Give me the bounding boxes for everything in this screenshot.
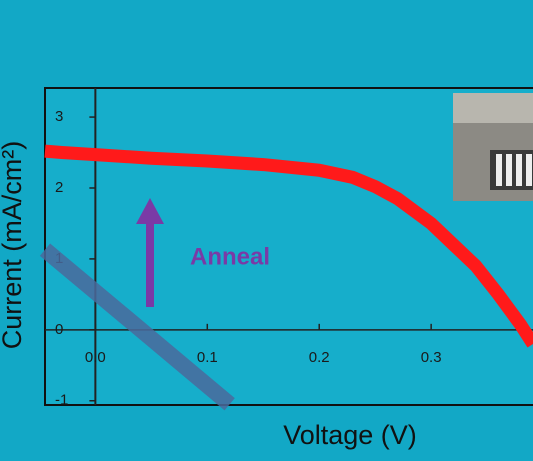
x-tick-label: 0.2 (309, 349, 330, 366)
x-axis-label: Voltage (V) (283, 420, 417, 450)
x-tick-label: 0.3 (421, 349, 442, 366)
x-tick-label: 0.0 (85, 349, 106, 366)
annotation: Anneal (190, 243, 270, 270)
y-tick-label: 2 (55, 179, 63, 196)
inset-photo (453, 93, 533, 201)
y-tick-label: 3 (55, 108, 63, 125)
x-tick-label: 0.1 (197, 349, 218, 366)
chart: 0.00.10.20.30.-10123 Anneal Voltage (V) … (0, 0, 533, 461)
y-axis-label: Current (mA/cm²) (0, 141, 27, 350)
y-tick-label: -1 (55, 392, 68, 409)
y-tick-label: 0 (55, 321, 63, 338)
